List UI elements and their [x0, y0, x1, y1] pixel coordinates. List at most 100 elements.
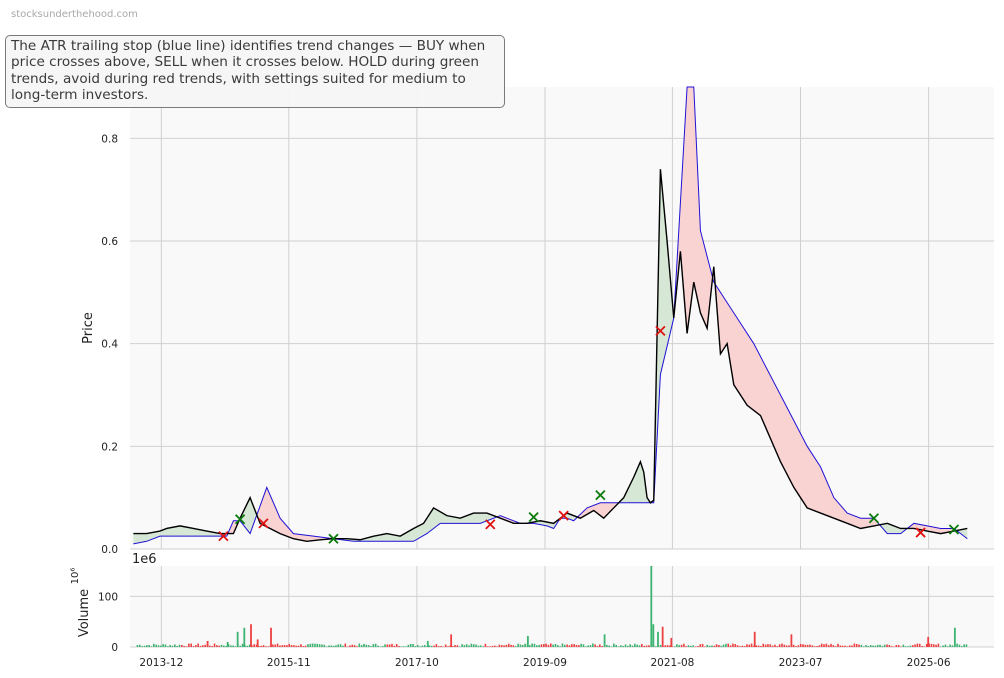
volume-bar-277 — [783, 644, 786, 647]
volume-bar-257 — [736, 645, 739, 647]
volume-bar-29 — [204, 644, 206, 647]
bear-fill-13 — [908, 523, 958, 534]
xtick-label-5: 2023-07 — [779, 657, 823, 669]
volume-spike-17 — [790, 634, 793, 647]
volume-ytick-label-0: 0 — [111, 642, 118, 654]
volume-bar-137 — [456, 645, 459, 647]
volume-bar-246 — [711, 645, 713, 647]
volume-bar-65 — [288, 643, 291, 647]
volume-bar-184 — [566, 644, 568, 647]
volume-bar-293 — [820, 643, 823, 647]
volume-bar-68 — [295, 645, 298, 647]
watermark-text: stocksunderthehood.com — [11, 9, 138, 20]
volume-bar-258 — [739, 646, 741, 647]
volume-bar-109 — [391, 643, 393, 647]
volume-bar-59 — [274, 644, 277, 647]
volume-bar-254 — [729, 645, 732, 647]
volume-bar-304 — [846, 646, 849, 647]
volume-bar-256 — [734, 644, 737, 647]
volume-bar-203 — [610, 646, 613, 647]
volume-bar-98 — [365, 644, 368, 647]
volume-bar-347 — [946, 646, 949, 647]
volume-bar-180 — [556, 645, 559, 647]
volume-bar-86 — [337, 644, 340, 647]
volume-bar-261 — [746, 644, 748, 647]
sell-marker-1 — [258, 518, 269, 529]
volume-bar-201 — [606, 644, 608, 647]
volume-spike-15 — [670, 637, 673, 647]
volume-bar-171 — [535, 645, 538, 647]
bull-fill-2 — [240, 497, 259, 534]
sell-marker-3 — [558, 510, 569, 521]
buy-marker-5 — [948, 524, 960, 535]
volume-bar-27 — [199, 645, 202, 647]
volume-bar-320 — [883, 644, 886, 647]
volume-bar-24 — [192, 646, 195, 647]
volume-bar-162 — [514, 646, 517, 647]
volume-bar-313 — [867, 646, 870, 647]
xtick-label-2: 2017-10 — [395, 657, 439, 669]
volume-bar-335 — [918, 643, 921, 647]
volume-bar-328 — [902, 644, 905, 647]
volume-bar-176 — [547, 644, 550, 647]
volume-bar-182 — [561, 643, 564, 647]
volume-bar-17 — [176, 646, 178, 647]
volume-bar-90 — [346, 646, 349, 647]
volume-bar-340 — [930, 643, 933, 647]
volume-bar-115 — [405, 646, 407, 647]
volume-bar-189 — [578, 645, 580, 647]
volume-bar-208 — [622, 645, 624, 647]
volume-bar-237 — [690, 645, 692, 647]
volume-bar-139 — [461, 644, 463, 647]
volume-bar-217 — [643, 645, 645, 647]
volume-bar-28 — [202, 645, 204, 647]
volume-bar-140 — [463, 645, 466, 647]
volume-yunit-label: 10⁶ — [70, 568, 81, 585]
volume-bar-198 — [599, 644, 601, 647]
volume-bar-2 — [141, 646, 143, 647]
volume-bar-244 — [706, 644, 709, 647]
volume-bar-296 — [827, 645, 830, 647]
volume-bar-8 — [155, 644, 157, 647]
volume-bar-96 — [360, 645, 363, 647]
volume-bar-52 — [258, 646, 260, 647]
buy-marker-1 — [328, 533, 339, 544]
volume-spike-4 — [250, 624, 252, 647]
price-line — [133, 169, 968, 543]
volume-bar-131 — [442, 646, 445, 647]
volume-bar-5 — [148, 644, 150, 647]
volume-spike-18 — [927, 636, 930, 647]
volume-bar-3 — [143, 645, 146, 647]
volume-bar-211 — [629, 644, 631, 647]
volume-bar-76 — [314, 643, 316, 647]
volume-bar-196 — [594, 644, 596, 647]
volume-bar-32 — [211, 645, 213, 647]
volume-bar-194 — [589, 645, 592, 647]
buy-marker-0 — [234, 514, 246, 525]
volume-bar-56 — [267, 646, 270, 647]
volume-spike-2 — [236, 631, 239, 647]
volume-spike-0 — [206, 640, 209, 647]
price-ytick-label-0: 0.0 — [101, 544, 118, 556]
volume-bar-150 — [486, 646, 489, 647]
bull-fill-8 — [618, 169, 676, 503]
volume-bar-283 — [797, 645, 800, 647]
volume-bar-318 — [879, 644, 881, 647]
volume-bar-292 — [818, 645, 821, 647]
volume-bar-248 — [715, 644, 718, 647]
volume-bar-144 — [472, 644, 475, 647]
price-ytick-label-4: 0.8 — [101, 133, 118, 145]
volume-bar-95 — [358, 643, 361, 647]
volume-bar-310 — [860, 644, 863, 647]
volume-bar-116 — [407, 644, 410, 647]
volume-bar-326 — [897, 645, 900, 647]
volume-bar-33 — [213, 643, 216, 647]
volume-bar-146 — [477, 645, 480, 647]
volume-bar-212 — [631, 645, 634, 647]
buy-marker-2 — [528, 512, 539, 523]
volume-bar-97 — [363, 643, 365, 647]
volume-bar-315 — [872, 645, 874, 647]
volume-bar-37 — [223, 645, 225, 647]
volume-bar-145 — [475, 644, 477, 647]
volume-bar-152 — [491, 645, 494, 647]
